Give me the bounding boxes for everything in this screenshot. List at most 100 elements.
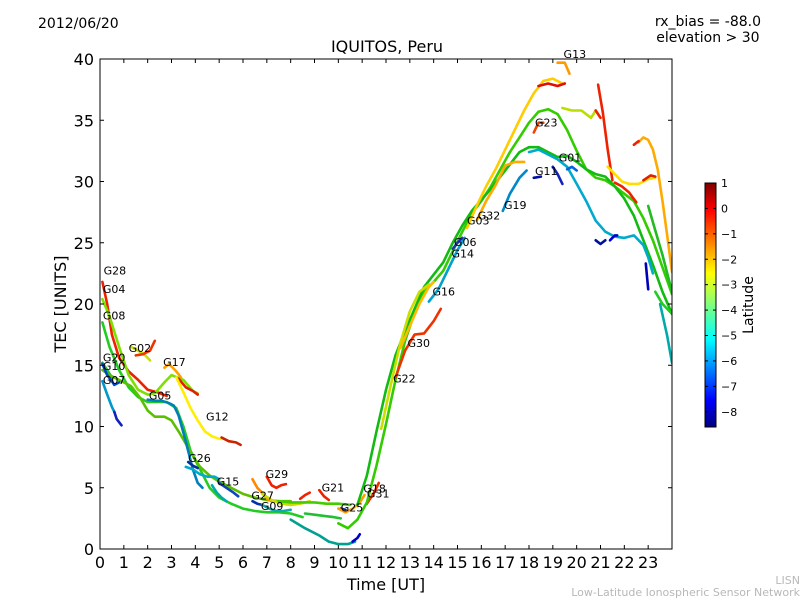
series-label: G01 [559, 151, 582, 164]
series-line-g23 [532, 121, 545, 134]
y-tick-label: 15 [74, 356, 94, 375]
series-line-g30b [399, 280, 435, 350]
colorbar-tick-label: −2 [721, 253, 737, 266]
colorbar-tick-label: −3 [721, 279, 737, 292]
x-tick-label: 14 [423, 553, 443, 572]
plot-frame [99, 58, 673, 550]
series-line-gset5 [613, 181, 638, 204]
series-line-g09c [298, 491, 311, 501]
series-label: G32 [478, 209, 501, 222]
colorbar-label: Latitude [741, 276, 757, 334]
series-line-g09 [260, 503, 292, 513]
x-tick-label: 6 [238, 553, 248, 572]
series-line-g12r [220, 436, 242, 447]
series-line-g32 [475, 160, 526, 222]
series-line-g02 [129, 345, 152, 362]
series-label: G11 [535, 165, 558, 178]
series-label: G07 [103, 374, 126, 387]
y-tick-label: 30 [74, 173, 94, 192]
x-tick-label: 3 [166, 553, 176, 572]
colorbar-tick-label: 0 [721, 202, 728, 215]
series-line-g01 [551, 165, 564, 186]
x-tick-label: 23 [638, 553, 658, 572]
series-label: G02 [129, 342, 152, 355]
x-tick-label: 13 [400, 553, 420, 572]
x-tick-label: 22 [614, 553, 634, 572]
series-label: G23 [535, 116, 558, 129]
series-line-g19 [501, 169, 528, 213]
chart-title: IQUITOS, Peru [0, 37, 800, 56]
series-label: G26 [188, 452, 211, 465]
colorbar-gradient [704, 182, 717, 428]
series-line-gdawn2 [289, 518, 357, 546]
series-label: G19 [504, 199, 527, 212]
series-line-g26 [186, 460, 199, 470]
series-line-grise2 [356, 145, 672, 507]
series-line-gset1r [594, 109, 602, 120]
series-line-gset4 [637, 136, 672, 274]
series-line-gset7 [608, 234, 619, 242]
series-line-g04 [101, 297, 199, 396]
series-line-g05 [146, 398, 204, 490]
series-label: G10 [103, 360, 126, 373]
series-label: G13 [564, 48, 587, 61]
x-tick-label: 10 [328, 553, 348, 572]
series-line-g03r [537, 82, 567, 88]
colorbar-tick-label: 1 [721, 177, 728, 190]
series-line-g29 [265, 475, 288, 490]
colorbar-ticks: 1 0 −1 −2 −3 −4 −5 −6 −7 −8 [705, 177, 737, 419]
colorbar-tick-label: −4 [721, 304, 737, 317]
series-line-gset6 [594, 239, 607, 246]
series-label: G06 [454, 236, 477, 249]
credit-line-1: LISN [775, 574, 800, 587]
series-label: G17 [163, 356, 186, 369]
x-axis-label: Time [UT] [346, 575, 425, 594]
series-line-g27b [251, 499, 264, 507]
y-tick-label: 5 [84, 479, 94, 498]
series-line-g31 [337, 493, 366, 514]
colorbar-tick-label: −8 [721, 406, 737, 419]
series-line-g17 [163, 362, 183, 379]
colorbar-tick-label: −6 [721, 355, 737, 368]
series-label: G28 [104, 265, 127, 278]
colorbar-tick-label: −7 [721, 380, 737, 393]
x-tick-label: 19 [543, 553, 563, 572]
colorbar-tick-label: −1 [721, 228, 737, 241]
series-label: G03 [467, 214, 490, 227]
x-tick-label: 12 [376, 553, 396, 572]
series-line-gend2 [654, 290, 672, 316]
series-line-g07c [101, 362, 121, 387]
series-line-g11b [532, 175, 543, 180]
x-tick-label: 7 [262, 553, 272, 572]
series-label: G15 [217, 475, 240, 488]
series-label: G16 [432, 285, 455, 298]
x-tick-label: 17 [495, 553, 515, 572]
y-tick-label: 20 [74, 295, 94, 314]
y-tick-label: 10 [74, 418, 94, 437]
y-tick-label: 40 [74, 50, 94, 69]
x-tick-label: 11 [352, 553, 372, 572]
x-tick-label: 0 [95, 553, 105, 572]
series-label: G25 [341, 502, 364, 515]
series-line-g06 [451, 236, 464, 251]
x-tick-label: 2 [143, 553, 153, 572]
x-tick-label: 8 [286, 553, 296, 572]
y-tick-label: 35 [74, 111, 94, 130]
series-line-g21 [318, 488, 331, 502]
series-line-g15 [184, 465, 221, 481]
series-line-g17r [177, 377, 199, 396]
series-label: G14 [452, 247, 475, 260]
series-label: G12 [206, 410, 229, 423]
x-tick-label: 15 [447, 553, 467, 572]
series-line-g11 [527, 148, 655, 275]
series-label: G20 [103, 352, 126, 365]
series-line-g15c [210, 484, 228, 503]
x-tick-label: 4 [190, 553, 200, 572]
series-label: G30 [407, 337, 430, 350]
series-label: G04 [103, 283, 126, 296]
y-tick-label: 0 [84, 540, 94, 559]
series-line-gset4r [632, 139, 640, 147]
series-line-g07 [101, 379, 116, 414]
